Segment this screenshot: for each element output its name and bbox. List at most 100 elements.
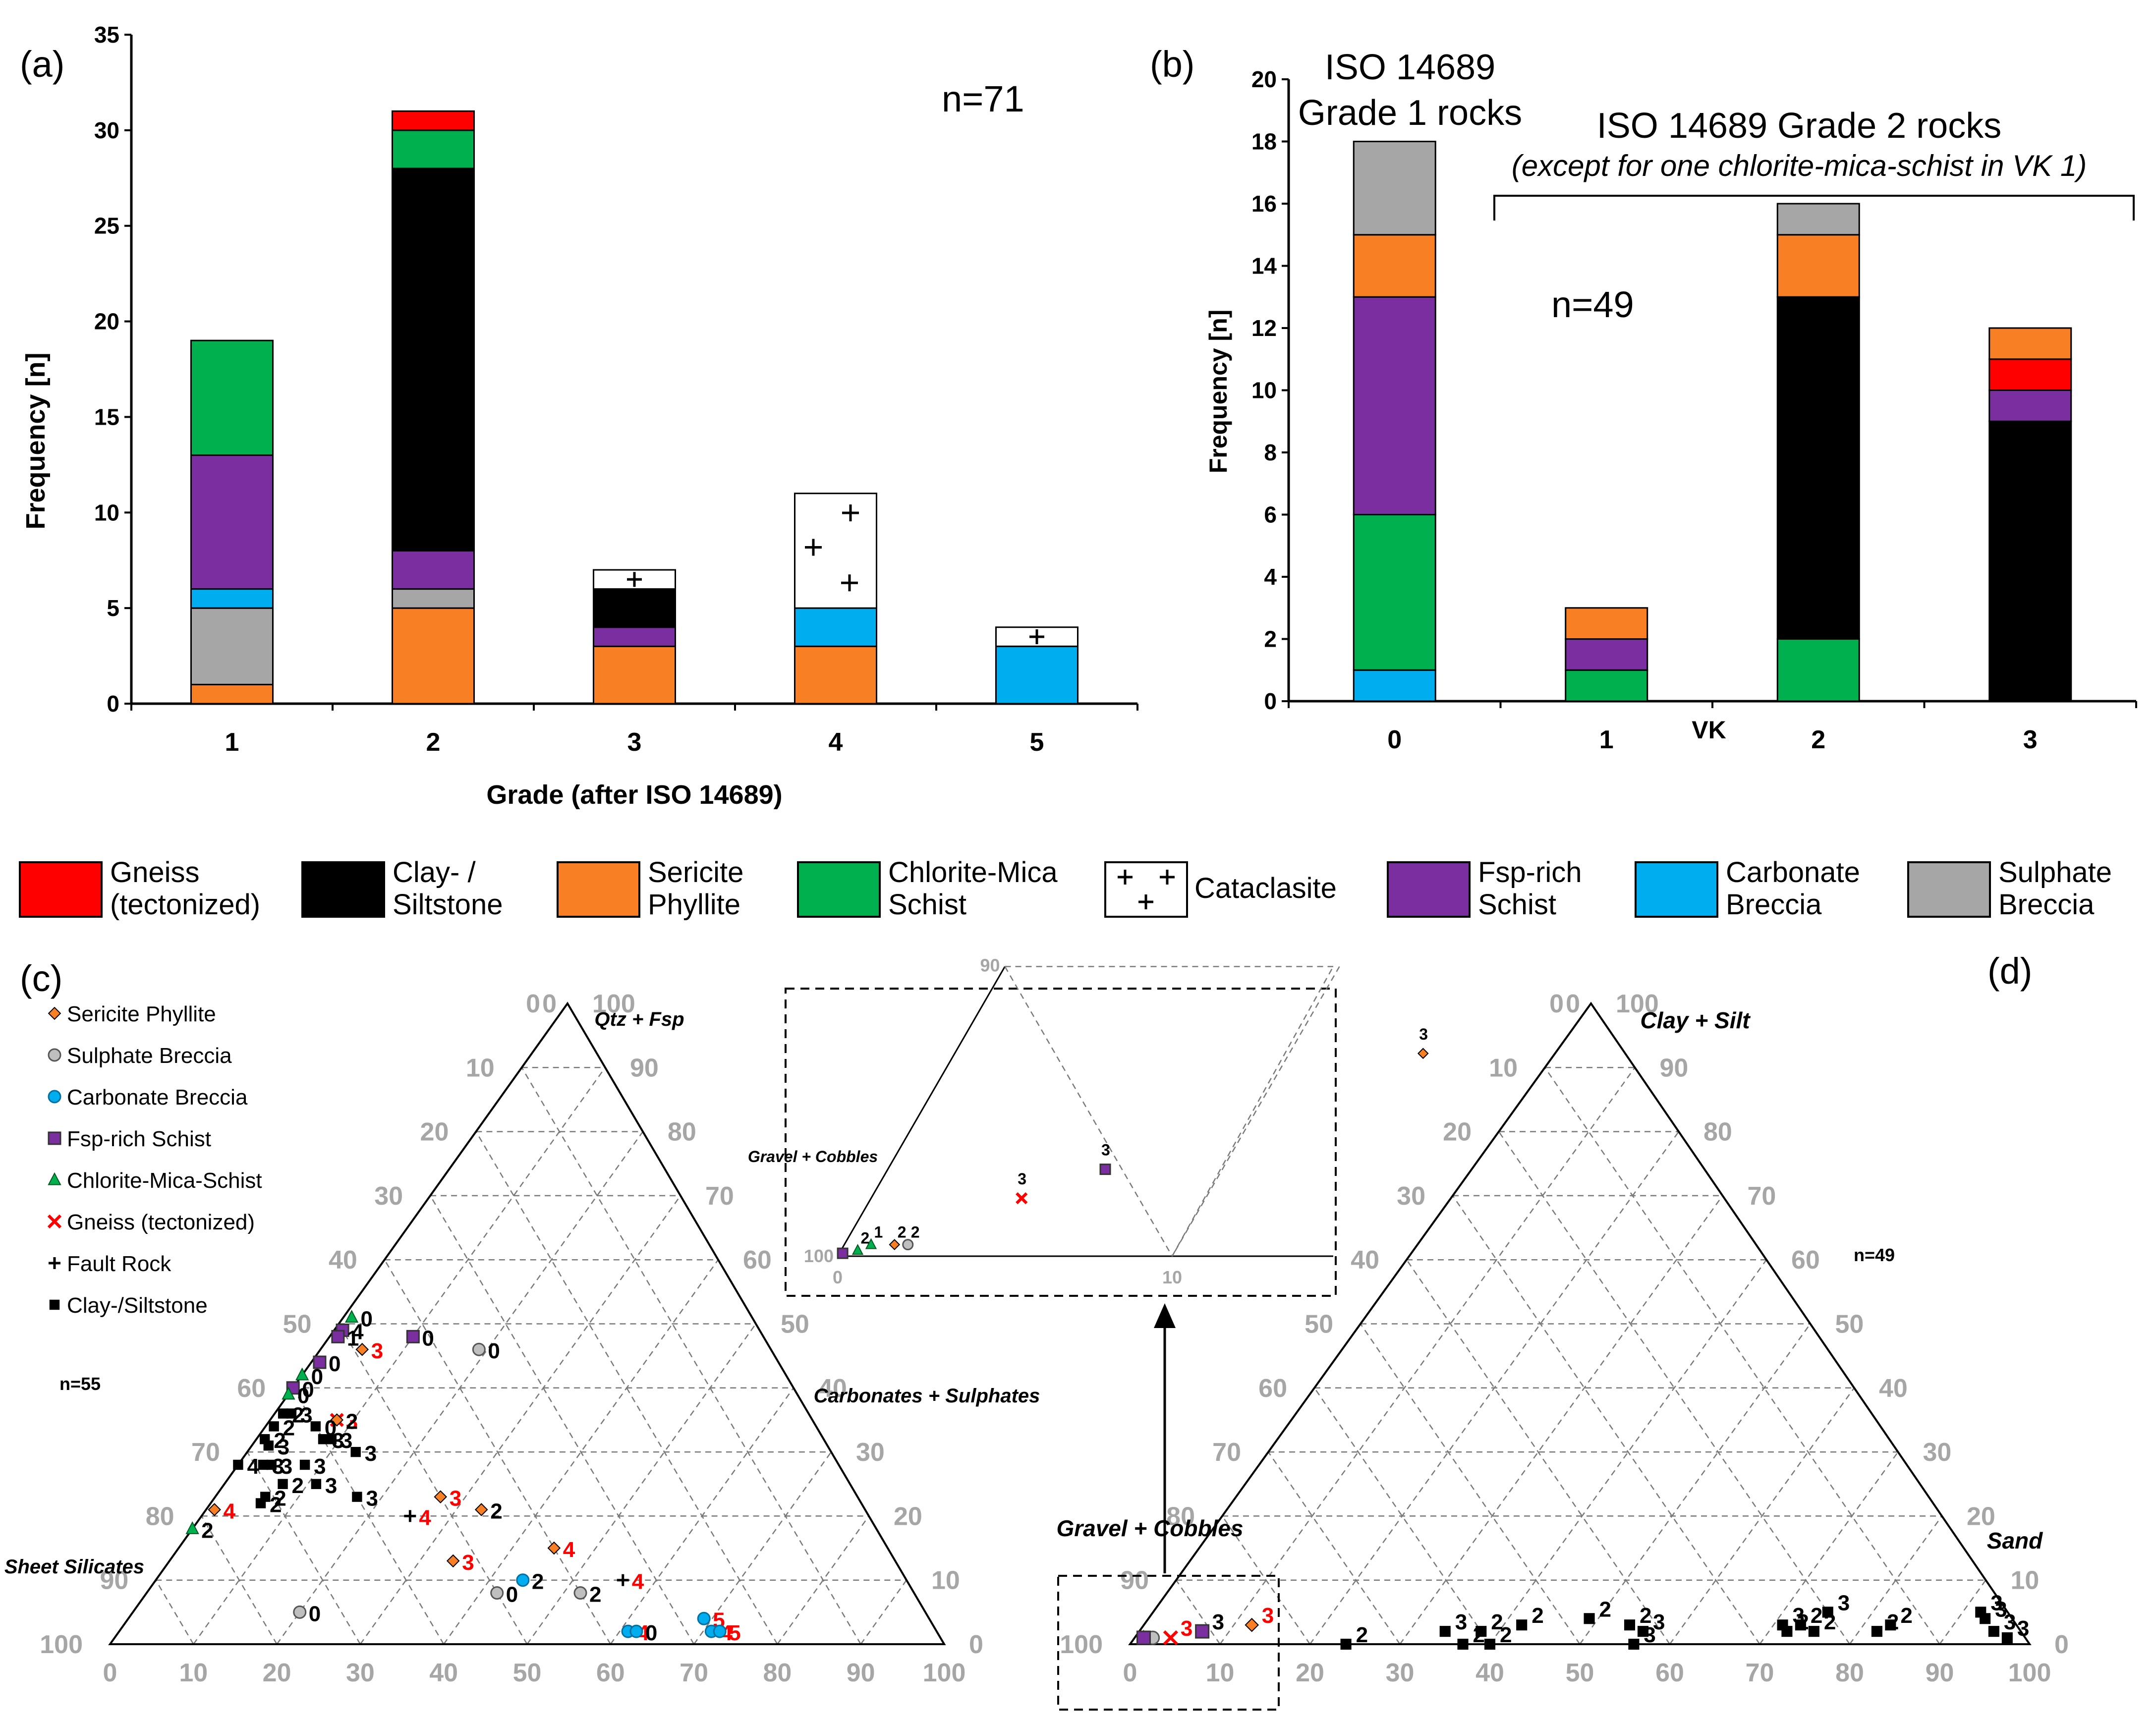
tick-label-right: 60 [1791, 1246, 1820, 1275]
tick-label-bottom: 40 [1475, 1659, 1504, 1687]
y-tick-label: 12 [1251, 315, 1277, 341]
grid-line [1669, 1388, 1855, 1645]
grid-line [860, 1579, 908, 1645]
tick-label-right: 10 [2011, 1566, 2040, 1595]
point-label: 3 [340, 1429, 352, 1453]
bar-segment [1776, 638, 1860, 702]
inset-frame [785, 988, 1337, 1297]
grid-line [292, 1388, 445, 1645]
point-label: 0 [311, 1365, 323, 1389]
ternary-legend-label: Fsp-rich Schist [67, 1127, 211, 1151]
point-label: 3 [346, 1409, 358, 1434]
inset-grid [1004, 966, 1173, 1257]
tick-label-right: 20 [1967, 1502, 1995, 1531]
sericite-phyllite-marker [355, 1342, 369, 1356]
c-right-label: Carbonates + Sulphates [814, 1385, 1040, 1407]
point-label: 0 [361, 1307, 373, 1332]
point-label: 3 [450, 1487, 461, 1511]
grade2-label: ISO 14689 Grade 2 rocks [1597, 106, 2001, 146]
point-label: 0 [488, 1339, 500, 1363]
tick-label-left: 50 [1305, 1310, 1333, 1339]
tick-label-left: 0 [526, 990, 540, 1018]
x-tick-label: 1 [225, 728, 239, 757]
clay-siltstone-marker [263, 1440, 274, 1451]
bar-segment [1353, 234, 1436, 298]
panel-label-b: (b) [1150, 44, 1194, 85]
y-tick-label: 10 [94, 500, 119, 525]
point-label: 3 [278, 1435, 289, 1459]
point-label: 3 [1212, 1610, 1224, 1634]
fault-rock-marker [617, 1574, 629, 1586]
grid-line [1219, 1067, 1636, 1645]
clay-siltstone-marker [311, 1479, 322, 1489]
clay-siltstone-marker [1624, 1619, 1636, 1631]
zoom-arrow-head [1154, 1303, 1176, 1328]
inset-point-label: 1 [874, 1223, 883, 1241]
legend-swatch [1907, 861, 1991, 918]
bar-segment [995, 645, 1078, 705]
bar-segment [392, 110, 475, 131]
cross-mark [1138, 894, 1153, 909]
grid-line [1759, 1451, 1899, 1645]
bar-segment [1776, 234, 1860, 298]
point-label: 2 [1811, 1604, 1822, 1628]
tick-label-left: 90 [1120, 1566, 1149, 1595]
point-label: 2 [274, 1429, 285, 1453]
ternary-legend-label: Chlorite-Mica-Schist [67, 1168, 262, 1193]
fsp-rich-schist-marker [1195, 1624, 1210, 1639]
tick-label-bottom: 50 [513, 1659, 542, 1687]
x-axis-title-b: VK [1692, 716, 1726, 744]
c-apex-label: Qtz + Fsp [594, 1008, 684, 1030]
grid-line [359, 1195, 681, 1645]
grid-line [521, 1067, 861, 1645]
point-label: 2 [1500, 1623, 1512, 1647]
legend-swatch [557, 861, 640, 918]
tick-label-bottom: 90 [1926, 1659, 1954, 1687]
legend-item: Cataclasite [1104, 861, 1337, 918]
ternary-legend-label: Carbonate Breccia [67, 1085, 248, 1110]
tick-label-right: 90 [630, 1054, 659, 1082]
carbonate-breccia-marker [629, 1624, 643, 1638]
clay-siltstone-marker [310, 1421, 321, 1432]
y-tick-label: 10 [1251, 378, 1277, 403]
carbonate-breccia-marker [713, 1624, 727, 1638]
clay-siltstone-marker [269, 1421, 279, 1432]
sericite-phyllite-marker [547, 1541, 561, 1555]
grid-line [430, 1195, 695, 1645]
clay-siltstone-marker [1781, 1626, 1793, 1637]
legend-label: Phyllite [648, 888, 740, 921]
y-tick-label: 8 [1264, 440, 1277, 465]
inset-tick-x: 0 [833, 1267, 843, 1287]
chlorite-mica-schist-marker [295, 1367, 309, 1381]
tick-label-right: 30 [856, 1438, 885, 1467]
legend-label: Breccia [1998, 888, 2095, 921]
tick-label-bottom: 30 [346, 1659, 375, 1687]
carbonate-breccia-marker [516, 1573, 530, 1587]
grid-line [1452, 1195, 1760, 1645]
clay-siltstone-marker [1516, 1619, 1528, 1631]
inset-grid [1171, 966, 1334, 1257]
tick-label-bottom: 80 [1835, 1659, 1864, 1687]
sericite-phyllite-marker [446, 1554, 460, 1568]
tick-label-bottom: 60 [596, 1659, 625, 1687]
point-label: 0 [329, 1352, 340, 1376]
chlorite-mica-schist-marker [48, 1172, 61, 1185]
grid-line [1939, 1579, 1986, 1645]
fsp-rich-schist-marker [406, 1330, 420, 1343]
bar-segment [392, 129, 475, 169]
tick-label-left: 30 [1397, 1182, 1425, 1211]
point-label: 0 [645, 1621, 657, 1645]
legend-swatch [797, 861, 881, 918]
clay-siltstone-marker [258, 1459, 269, 1470]
clay-siltstone-marker [286, 1408, 297, 1419]
y-tick-label: 25 [94, 213, 119, 239]
bar-segment [794, 607, 877, 647]
d-apex-label: Clay + Silt [1640, 1007, 1751, 1033]
y-tick-label: 0 [1264, 688, 1277, 714]
legend-swatch [301, 861, 385, 918]
cross-mark [1029, 629, 1044, 644]
cross-mark [1160, 870, 1175, 885]
